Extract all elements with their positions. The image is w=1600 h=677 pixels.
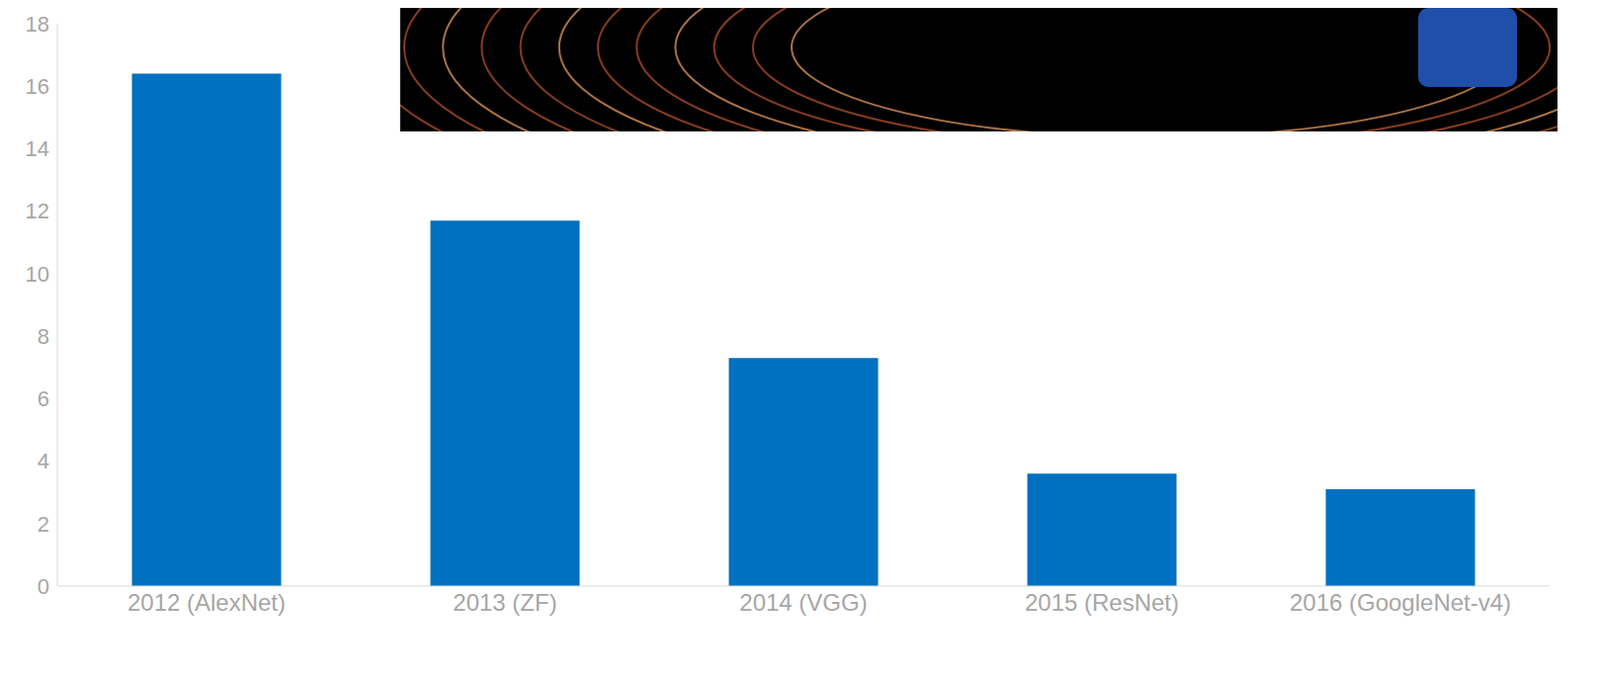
svg-text:2014 (VGG): 2014 (VGG) xyxy=(739,589,867,616)
svg-text:0: 0 xyxy=(37,574,50,599)
svg-text:10: 10 xyxy=(25,261,50,287)
svg-text:18: 18 xyxy=(25,11,50,37)
svg-text:2: 2 xyxy=(37,511,50,537)
svg-text:2015 (ResNet): 2015 (ResNet) xyxy=(1024,589,1179,616)
svg-text:16: 16 xyxy=(25,74,50,99)
svg-text:6: 6 xyxy=(37,386,50,412)
svg-text:12: 12 xyxy=(25,198,50,224)
svg-text:2016 (GoogleNet-v4): 2016 (GoogleNet-v4) xyxy=(1289,589,1512,616)
svg-text:4: 4 xyxy=(37,448,50,474)
svg-text:14: 14 xyxy=(25,136,50,162)
svg-text:2013 (ZF): 2013 (ZF) xyxy=(452,589,557,616)
svg-text:2012 (AlexNet): 2012 (AlexNet) xyxy=(127,589,286,616)
svg-text:8: 8 xyxy=(37,324,50,349)
